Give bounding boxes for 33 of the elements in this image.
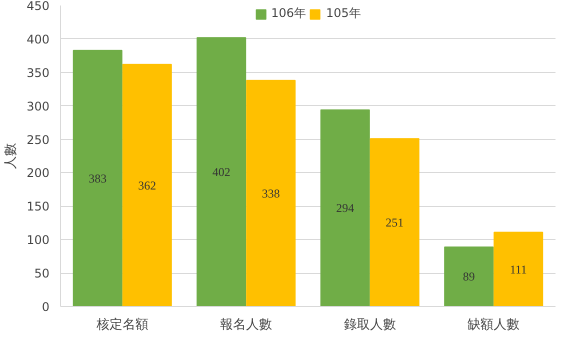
x-tick-label: 錄取人數: [344, 318, 396, 332]
data-label: 383: [88, 171, 107, 186]
bar: [320, 109, 370, 306]
data-label: 111: [510, 262, 527, 276]
y-tick-label: 350: [26, 66, 50, 80]
data-label: 338: [262, 186, 280, 200]
y-axis-title: 人數: [4, 143, 19, 169]
bar: [72, 50, 122, 306]
x-tick-label: 缺額人數: [468, 318, 520, 332]
x-tick-label: 核定名額: [95, 318, 148, 332]
legend-label: 106年: [271, 5, 306, 22]
data-label: 362: [138, 178, 156, 192]
bar: [246, 80, 296, 306]
y-tick-label: 300: [26, 99, 50, 114]
x-tick-label: 報名人數: [220, 318, 272, 332]
y-tick-label: 250: [26, 132, 50, 147]
data-label: 89: [462, 270, 475, 284]
data-label: 402: [212, 165, 230, 180]
data-label: 294: [336, 201, 354, 216]
y-tick-label: 100: [26, 233, 50, 248]
y-tick-label: 0: [42, 300, 50, 314]
bar: [196, 37, 246, 306]
bar: [122, 64, 172, 306]
y-tick-label: 400: [26, 32, 50, 46]
bar: [494, 232, 544, 306]
y-tick-label: 450: [26, 0, 50, 13]
bar: [444, 246, 494, 306]
y-tick-label: 150: [26, 200, 50, 214]
data-label: 251: [386, 216, 404, 230]
legend-label: 105年: [326, 5, 361, 22]
bar: [370, 138, 420, 306]
y-tick-label: 200: [26, 166, 50, 180]
y-tick-label: 50: [34, 266, 50, 281]
